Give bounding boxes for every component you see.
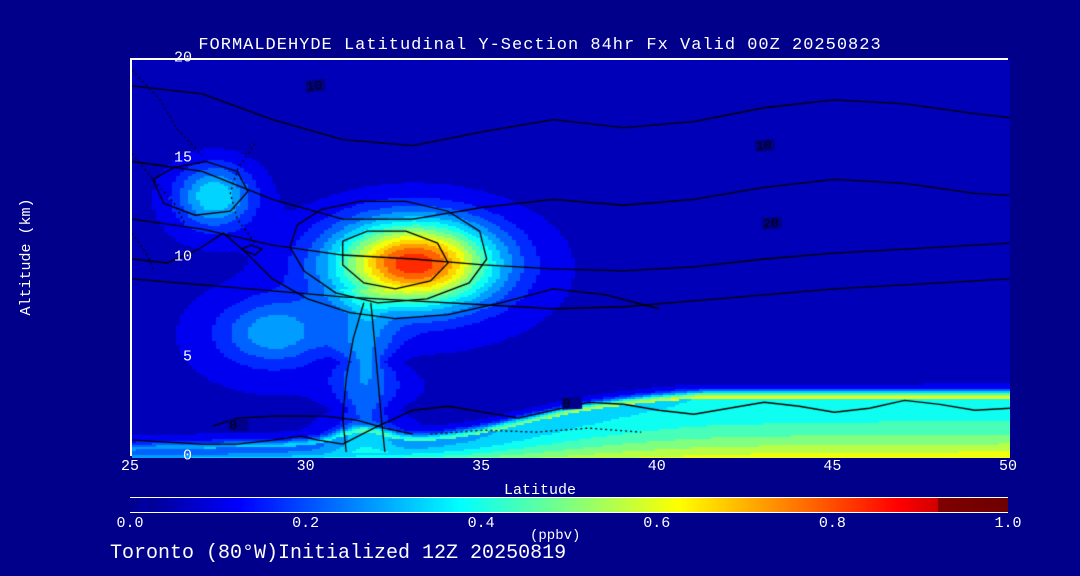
y-axis-label: Altitude (km) — [18, 198, 35, 315]
y-tick-5: 5 — [183, 348, 192, 365]
y-tick-10: 10 — [174, 249, 192, 266]
colorbar-gradient — [130, 497, 1008, 513]
x-tick-50: 50 — [999, 458, 1017, 475]
chart-container: FORMALDEHYDE Latitudinal Y-Section 84hr … — [0, 0, 1080, 576]
x-tick-45: 45 — [823, 458, 841, 475]
colorbar-tick-1: 1.0 — [994, 515, 1021, 532]
plot-area — [130, 58, 1008, 456]
colorbar-tick-0.8: 0.8 — [819, 515, 846, 532]
colorbar-group: 0.0 0.2 0.4 0.6 0.8 1.0 — [130, 497, 1008, 518]
x-tick-35: 35 — [472, 458, 490, 475]
x-tick-40: 40 — [648, 458, 666, 475]
y-tick-0: 0 — [183, 448, 192, 465]
x-tick-30: 30 — [297, 458, 315, 475]
x-tick-25: 25 — [121, 458, 139, 475]
chart-caption: Toronto (80°W)Initialized 12Z 20250819 — [110, 542, 566, 565]
y-tick-20: 20 — [174, 50, 192, 67]
colorbar-tick-0: 0.0 — [116, 515, 143, 532]
colorbar-tick-0.6: 0.6 — [643, 515, 670, 532]
colorbar-tick-0.2: 0.2 — [292, 515, 319, 532]
colorbar-tick-0.4: 0.4 — [468, 515, 495, 532]
chart-title: FORMALDEHYDE Latitudinal Y-Section 84hr … — [0, 36, 1080, 55]
contour-canvas — [132, 60, 1010, 458]
y-tick-15: 15 — [174, 149, 192, 166]
